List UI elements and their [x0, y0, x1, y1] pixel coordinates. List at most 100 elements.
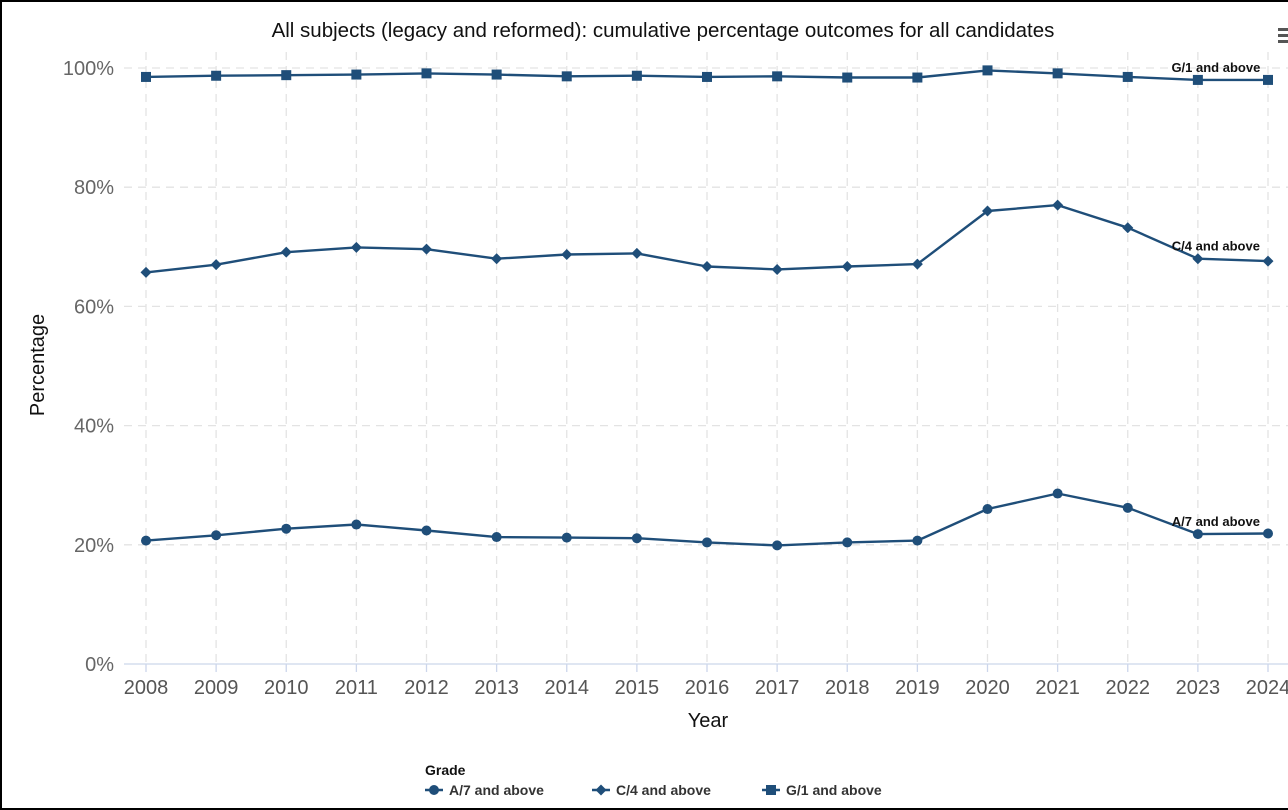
- x-tick-label: 2016: [685, 677, 730, 699]
- data-point: [842, 537, 853, 548]
- data-point: [1192, 253, 1204, 265]
- y-tick-label: 40%: [74, 416, 114, 438]
- y-tick-label: 80%: [74, 177, 114, 199]
- data-point: [1122, 71, 1133, 82]
- data-point: [1263, 528, 1273, 539]
- data-point: [1262, 255, 1274, 267]
- data-point: [982, 205, 993, 217]
- data-point: [280, 246, 292, 258]
- data-point: [1122, 222, 1134, 234]
- data-point: [350, 241, 362, 253]
- data-point: [351, 519, 362, 530]
- data-point: [561, 71, 572, 82]
- y-tick-label: 20%: [74, 535, 114, 557]
- data-point: [211, 530, 222, 541]
- x-tick-label: 2009: [194, 677, 239, 699]
- legend-label: G/1 and above: [786, 782, 882, 798]
- data-point: [561, 249, 573, 261]
- data-point: [702, 71, 712, 82]
- chart-title: All subjects (legacy and reformed): cumu…: [272, 19, 1055, 42]
- legend-item[interactable]: C/4 and above: [592, 782, 711, 798]
- data-point: [912, 535, 923, 546]
- series-layer: A/7 and above C/4 and above G/1 and above: [140, 60, 1274, 551]
- data-point: [211, 70, 222, 81]
- series-end-label: A/7 and above: [1172, 514, 1260, 529]
- x-tick-label: 2012: [404, 677, 449, 699]
- x-tick-label: 2017: [755, 677, 800, 699]
- data-point: [140, 266, 152, 278]
- x-tick-label: 2018: [825, 677, 870, 699]
- series-c-4-and-above: C/4 and above: [140, 199, 1274, 278]
- data-point: [631, 70, 642, 81]
- x-tick-label: 2019: [895, 677, 940, 699]
- data-point: [491, 532, 502, 543]
- series-g-1-and-above: G/1 and above: [141, 60, 1273, 85]
- series-a-7-and-above: A/7 and above: [141, 488, 1273, 551]
- data-point: [842, 72, 853, 83]
- data-point: [1192, 529, 1203, 540]
- legend-title: Grade: [425, 762, 466, 778]
- data-point: [1263, 74, 1273, 85]
- x-axis-label: Year: [688, 710, 729, 732]
- data-point: [982, 65, 993, 76]
- x-tick-label: 2013: [474, 677, 519, 699]
- legend-marker: [766, 785, 776, 795]
- data-point: [421, 525, 432, 536]
- legend-label: C/4 and above: [616, 782, 711, 798]
- data-point: [1192, 74, 1203, 85]
- data-point: [561, 532, 572, 543]
- legend: Grade A/7 and above C/4 and above G/1 and …: [425, 762, 882, 798]
- series-end-label: C/4 and above: [1172, 239, 1260, 254]
- data-point: [351, 69, 362, 80]
- legend-marker: [429, 785, 439, 795]
- menu-icon[interactable]: [1278, 28, 1288, 44]
- data-point: [1052, 68, 1063, 79]
- data-point: [281, 70, 292, 81]
- data-point: [982, 504, 993, 515]
- y-tick-label: 0%: [85, 654, 114, 676]
- data-point: [702, 537, 712, 548]
- data-point: [841, 260, 853, 272]
- data-point: [491, 253, 503, 265]
- data-point: [771, 263, 783, 275]
- legend-item[interactable]: A/7 and above: [425, 782, 544, 798]
- x-tick-label: 2021: [1035, 677, 1080, 699]
- data-point: [911, 258, 923, 270]
- legend-item[interactable]: G/1 and above: [762, 782, 882, 798]
- data-point: [491, 69, 502, 80]
- data-point: [1052, 199, 1064, 211]
- data-point: [210, 259, 222, 271]
- y-axis: 0% 20% 40% 60% 80% 100%: [63, 58, 114, 676]
- data-point: [912, 72, 923, 83]
- data-point: [772, 540, 783, 551]
- data-point: [631, 247, 643, 259]
- data-point: [631, 533, 642, 544]
- x-tick-label: 2020: [965, 677, 1010, 699]
- x-axis: 2008 2009 2010 2011 2012 2013 2014 2015 2016 2017…: [124, 663, 1288, 699]
- x-tick-label: 2024: [1246, 677, 1288, 699]
- series-end-label: G/1 and above: [1171, 60, 1260, 75]
- y-tick-label: 60%: [74, 296, 114, 318]
- grid: [124, 52, 1288, 664]
- x-tick-label: 2023: [1176, 677, 1221, 699]
- data-point: [141, 535, 151, 546]
- legend-label: A/7 and above: [449, 782, 544, 798]
- data-point: [1052, 488, 1063, 499]
- y-axis-label: Percentage: [27, 314, 49, 416]
- data-point: [421, 68, 432, 79]
- data-point: [772, 71, 783, 82]
- data-point: [141, 71, 151, 82]
- x-tick-label: 2015: [615, 677, 660, 699]
- y-tick-label: 100%: [63, 58, 114, 80]
- x-tick-label: 2010: [264, 677, 309, 699]
- x-tick-label: 2022: [1106, 677, 1151, 699]
- data-point: [281, 523, 292, 534]
- data-point: [701, 260, 713, 272]
- data-point: [1122, 502, 1133, 513]
- x-tick-label: 2014: [545, 677, 590, 699]
- x-tick-label: 2008: [124, 677, 169, 699]
- legend-marker: [595, 784, 607, 796]
- x-tick-label: 2011: [335, 677, 378, 699]
